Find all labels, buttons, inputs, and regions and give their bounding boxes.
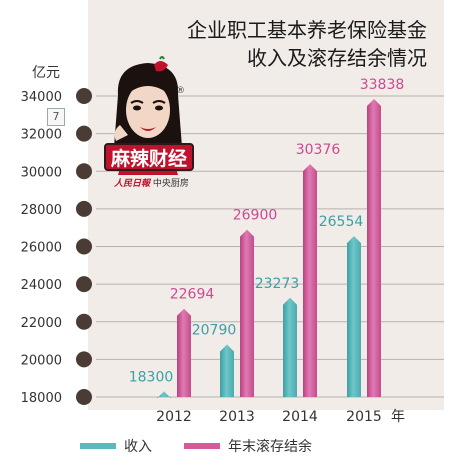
chart-title-line-2: 收入及滚存结余情况: [247, 46, 427, 70]
x-tick-label-2014: 2014: [282, 409, 318, 425]
y-tick-label-18000: 18000: [21, 391, 62, 406]
bar-income-2015: [347, 236, 361, 397]
x-tick-label-2012: 2012: [156, 409, 192, 425]
y-tick-label-22000: 22000: [21, 316, 62, 331]
y-tick-label-26000: 26000: [21, 241, 62, 256]
bar-income-2012: [157, 391, 171, 399]
legend-item-income: 收入: [80, 436, 152, 456]
bar-balance-2014: [303, 164, 317, 397]
bar-balance-2015: [367, 99, 381, 398]
y-tick-label-34000: 34000: [21, 90, 62, 105]
data-label-balance-2012: 22694: [170, 287, 215, 303]
x-tick-label-2015: 2015: [346, 409, 382, 425]
bar-income-2014: [283, 297, 297, 397]
y-tick-label-24000: 24000: [21, 278, 62, 293]
y-tick-label-20000: 20000: [21, 353, 62, 368]
y-tick-marker-18000: [76, 389, 92, 405]
y-tick-marker-32000: [76, 125, 92, 142]
data-label-income-2013: 20790: [192, 323, 237, 339]
registered-mark: ®: [176, 86, 185, 96]
legend-label-balance: 年末滚存结余: [228, 439, 312, 455]
x-tick-label-2013: 2013: [219, 409, 255, 425]
data-label-balance-2015: 33838: [360, 77, 405, 93]
legend: 收入 年末滚存结余: [80, 436, 440, 456]
y-tick-label-28000: 28000: [21, 203, 62, 218]
y-tick-marker-34000: [76, 88, 92, 104]
data-label-income-2015: 26554: [319, 214, 364, 230]
y-tick-label-32000: 32000: [21, 128, 62, 143]
logo-name-badge: 麻辣财经: [104, 143, 194, 171]
bar-balance-2012: [177, 308, 191, 397]
logo-sub-brand: 人民日報: [114, 179, 151, 189]
y-tick-marker-28000: [76, 200, 92, 217]
chart-title-line-1: 企业职工基本养老保险基金: [187, 18, 427, 42]
legend-swatch-income: [80, 443, 116, 449]
data-label-balance-2014: 30376: [296, 142, 341, 158]
y-axis-unit-label: 亿元: [32, 65, 60, 81]
y-tick-marker-30000: [76, 163, 92, 180]
y-tick-marker-26000: [76, 238, 92, 255]
y-tick-marker-20000: [76, 351, 92, 368]
data-label-balance-2013: 26900: [233, 208, 278, 224]
legend-label-income: 收入: [124, 439, 152, 455]
page-number-badge: 7: [47, 108, 65, 126]
x-axis-year-suffix: 年: [391, 409, 405, 425]
bar-income-2013: [220, 344, 234, 397]
legend-item-balance: 年末滚存结余: [184, 436, 312, 456]
data-label-income-2014: 23273: [255, 276, 300, 292]
logo-subtitle: 人民日報 中央厨房: [114, 176, 189, 189]
y-tick-label-30000: 30000: [21, 165, 62, 180]
logo-sub-text: 中央厨房: [152, 179, 189, 189]
y-tick-marker-24000: [76, 276, 92, 293]
legend-swatch-balance: [184, 443, 220, 449]
y-tick-marker-22000: [76, 313, 92, 330]
bar-balance-2013: [240, 229, 254, 397]
data-label-income-2012: 18300: [129, 369, 174, 385]
